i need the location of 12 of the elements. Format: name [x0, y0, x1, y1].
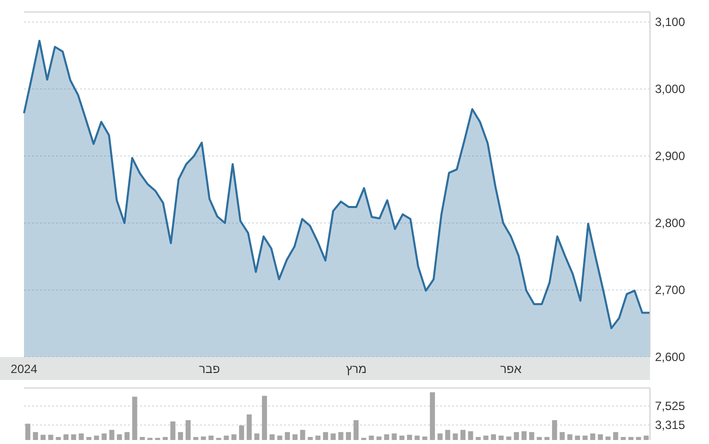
y-tick-label: 7,525	[655, 398, 686, 413]
x-tick-label: פבר	[199, 362, 220, 376]
y-tick-label: 2,900	[655, 149, 686, 164]
x-tick-label: 2024	[10, 362, 38, 376]
x-tick-label: מרץ	[346, 362, 367, 376]
y-tick-label: 2,600	[655, 350, 686, 364]
y-tick-label: 2,800	[655, 216, 686, 230]
y-tick-label: 2,700	[655, 283, 686, 298]
y-tick-label: 3,000	[655, 82, 686, 96]
y-tick-label: 3,100	[655, 15, 686, 30]
y-tick-label: 3,315	[655, 418, 686, 432]
x-tick-label: אפר	[500, 362, 522, 376]
